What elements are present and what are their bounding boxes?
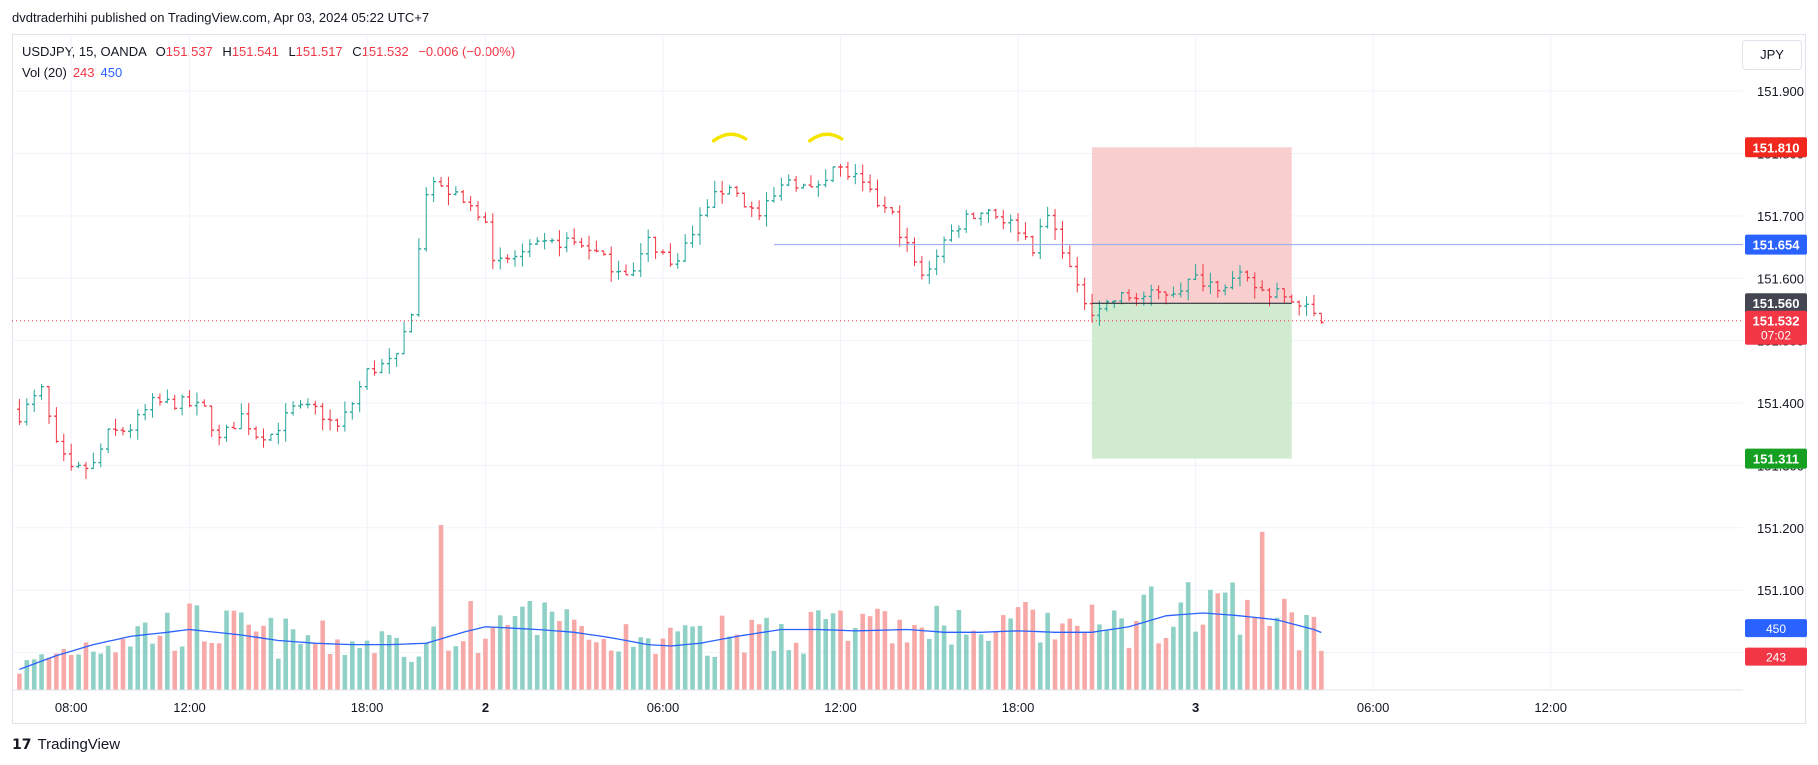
symbol-legend: USDJPY, 15, OANDA O151.537 H151.541 L151… [22, 44, 515, 59]
publisher-line: dvdtraderhihi published on TradingView.c… [12, 10, 430, 25]
low-value: 151.517 [295, 44, 343, 59]
volume-current: 243 [72, 65, 95, 80]
volume-label: Vol (20) [22, 65, 67, 80]
footer-brand[interactable]: 𝟭𝟳 TradingView [12, 736, 120, 753]
brand-name: TradingView [37, 736, 121, 753]
close-value: 151.532 [361, 44, 409, 59]
symbol-info: USDJPY, 15, OANDA [22, 44, 147, 59]
volume-ma: 450 [100, 65, 123, 80]
chart-frame [12, 34, 1806, 724]
currency-button[interactable]: JPY [1742, 40, 1802, 70]
low-key: L [288, 44, 296, 59]
high-value: 151.541 [231, 44, 279, 59]
change-value: −0.006 (−0.00%) [418, 44, 516, 59]
volume-legend[interactable]: Vol (20) 243 450 [22, 65, 122, 80]
high-key: H [222, 44, 232, 59]
close-key: C [352, 44, 362, 59]
tradingview-logo-icon: 𝟭𝟳 [12, 736, 32, 752]
open-value: 151.537 [165, 44, 213, 59]
open-key: O [155, 44, 166, 59]
